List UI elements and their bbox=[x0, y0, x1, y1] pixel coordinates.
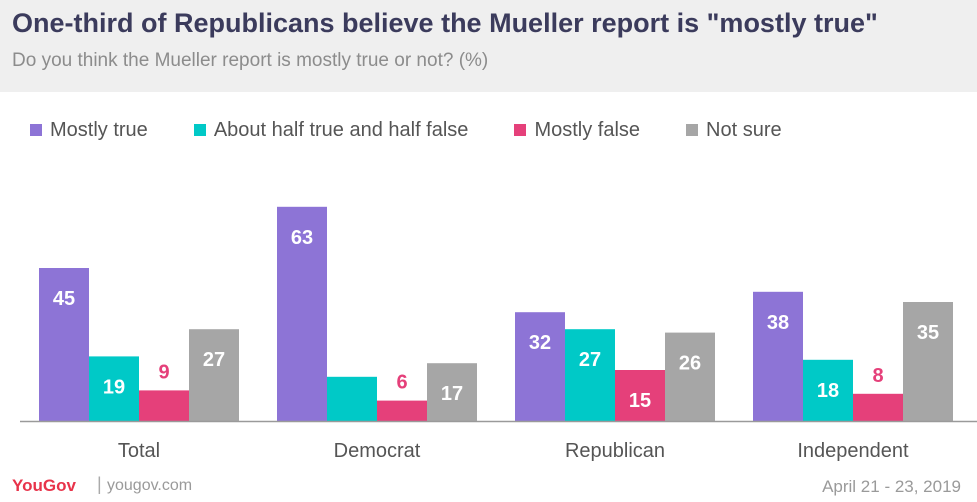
bar-mostly-false-total bbox=[139, 390, 189, 421]
legend-swatch bbox=[30, 124, 42, 136]
legend-label: About half true and half false bbox=[213, 118, 469, 141]
data-label-not-sure-democrat: 17 bbox=[441, 383, 463, 405]
bar-about-half-true-and-half-false-democrat bbox=[327, 376, 377, 421]
data-label-about-half-true-and-half-false-democrat: 13 bbox=[341, 348, 363, 370]
legend-swatch bbox=[193, 124, 206, 136]
data-label-mostly-true-independent: 38 bbox=[767, 312, 789, 334]
data-label-not-sure-republican: 26 bbox=[679, 353, 701, 375]
bar-about-half-true-and-half-false-republican bbox=[565, 329, 615, 421]
legend-item-mostly-false: Mostly false bbox=[514, 119, 640, 142]
legend-swatch bbox=[514, 124, 527, 136]
header-band: One-third of Republicans believe the Mue… bbox=[0, 0, 977, 92]
legend-label: Mostly false bbox=[534, 118, 641, 141]
chart-title: One-third of Republicans believe the Mue… bbox=[12, 8, 878, 38]
bar-mostly-true-republican bbox=[515, 312, 565, 421]
bar-mostly-false-republican bbox=[615, 370, 665, 421]
bar-not-sure-republican bbox=[665, 332, 715, 421]
data-label-about-half-true-and-half-false-republican: 27 bbox=[579, 349, 601, 371]
data-label-not-sure-independent: 35 bbox=[917, 322, 939, 344]
footer-site: yougov.com bbox=[107, 477, 193, 494]
bar-mostly-false-independent bbox=[853, 393, 903, 421]
data-label-mostly-false-independent: 8 bbox=[872, 365, 883, 387]
yougov-logo: YouGov bbox=[12, 476, 76, 495]
category-label-total: Total bbox=[118, 440, 160, 462]
data-label-mostly-false-total: 9 bbox=[158, 361, 169, 383]
data-label-mostly-false-democrat: 6 bbox=[396, 372, 407, 394]
bar-mostly-true-democrat bbox=[277, 206, 327, 421]
legend-item-half-true: About half true and half false bbox=[193, 118, 469, 142]
chart-subtitle: Do you think the Mueller report is mostl… bbox=[12, 50, 489, 71]
legend-label: Not sure bbox=[706, 118, 782, 141]
data-label-mostly-true-total: 45 bbox=[53, 288, 75, 310]
legend-item-mostly-true: Mostly true bbox=[30, 119, 148, 142]
legend-swatch bbox=[686, 124, 699, 136]
data-label-mostly-true-democrat: 63 bbox=[291, 227, 313, 249]
data-label-mostly-false-republican: 15 bbox=[629, 390, 651, 412]
data-label-about-half-true-and-half-false-total: 19 bbox=[103, 376, 125, 398]
legend-item-not-sure: Not sure bbox=[686, 119, 782, 142]
bar-about-half-true-and-half-false-total bbox=[89, 356, 139, 421]
data-label-mostly-true-republican: 32 bbox=[529, 332, 551, 354]
bar-mostly-true-total bbox=[39, 268, 89, 421]
data-label-not-sure-total: 27 bbox=[203, 349, 225, 371]
legend-label: Mostly true bbox=[50, 118, 148, 141]
bar-not-sure-total bbox=[189, 329, 239, 421]
bar-not-sure-democrat bbox=[427, 363, 477, 421]
category-label-republican: Republican bbox=[565, 440, 665, 462]
bar-mostly-false-democrat bbox=[377, 400, 427, 421]
data-label-about-half-true-and-half-false-independent: 18 bbox=[817, 380, 839, 402]
footer-separator: | bbox=[97, 474, 102, 494]
survey-date: April 21 - 23, 2019 bbox=[822, 477, 961, 496]
bar-not-sure-independent bbox=[903, 302, 953, 421]
category-label-democrat: Democrat bbox=[334, 440, 421, 462]
category-label-independent: Independent bbox=[797, 440, 909, 462]
bar-mostly-true-independent bbox=[753, 291, 803, 421]
bar-about-half-true-and-half-false-independent bbox=[803, 359, 853, 421]
legend: Mostly true About half true and half fal… bbox=[30, 118, 828, 142]
